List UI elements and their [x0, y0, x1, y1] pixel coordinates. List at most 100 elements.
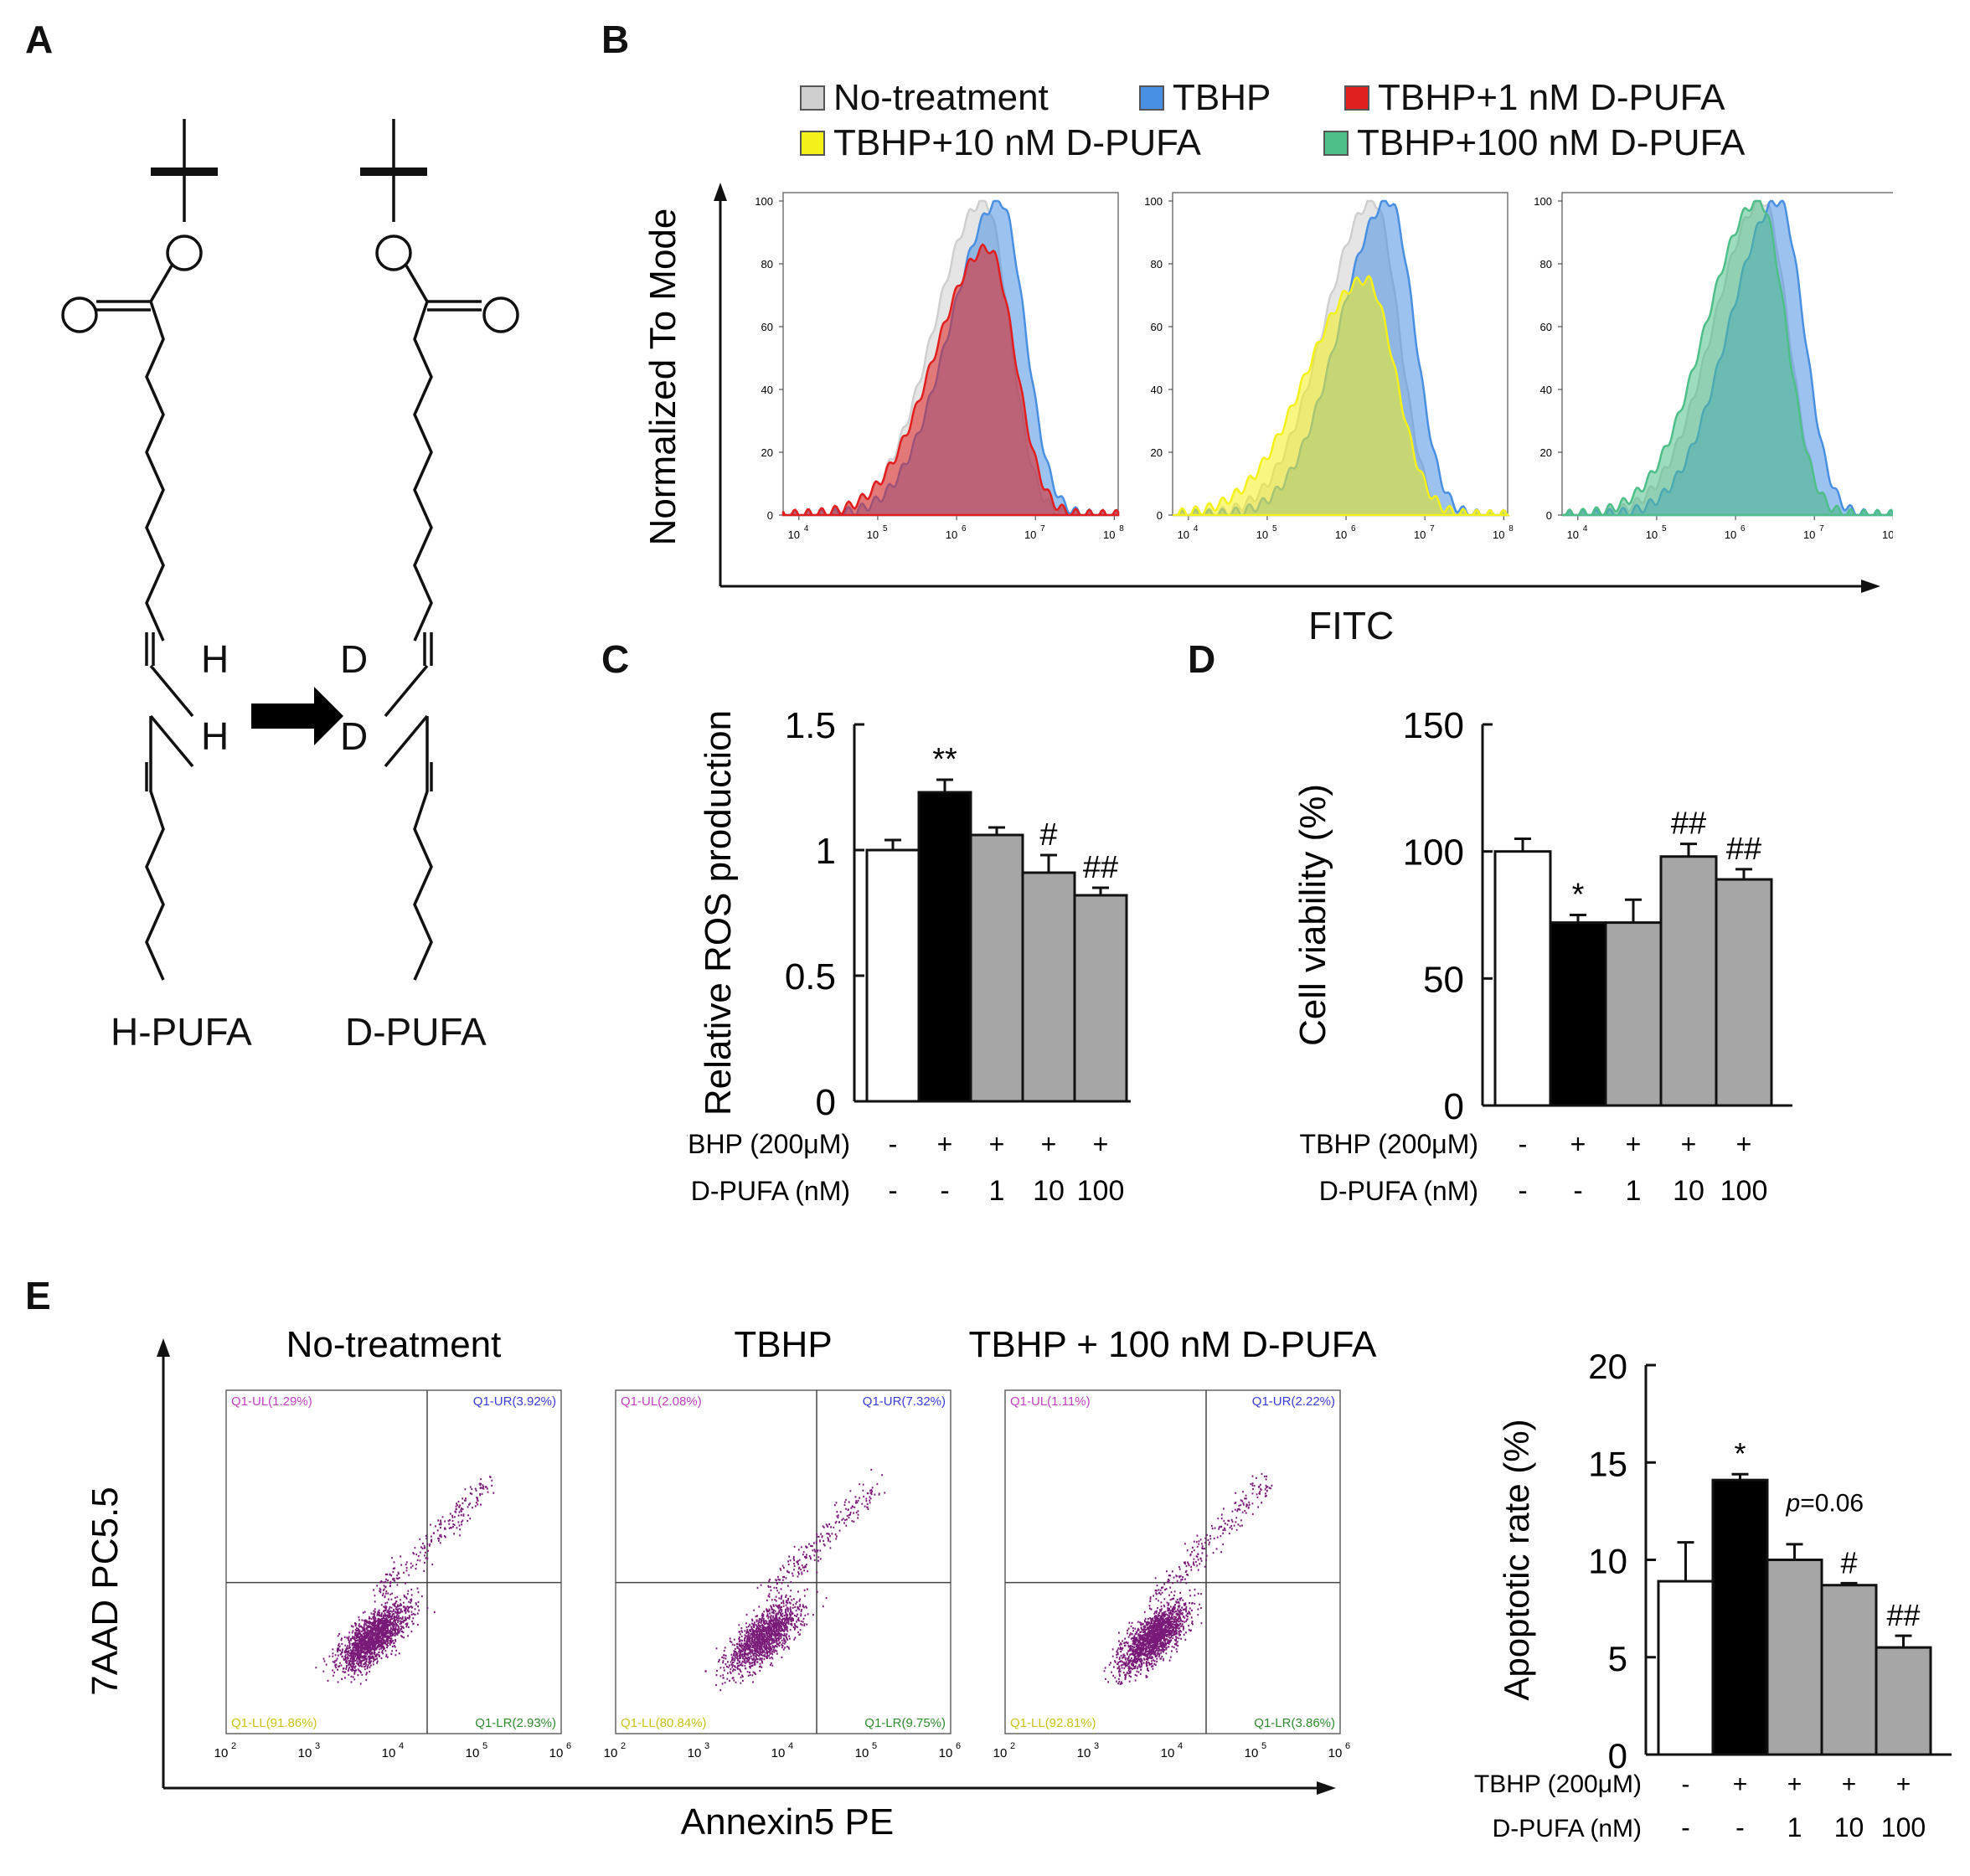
panel-e-scatter-plots: 7AAD PC5.5 Annexin5 PE No-treatment Q1-UL(1… [85, 1324, 1377, 1842]
significance-label: # [1840, 1545, 1857, 1580]
y-tick-label: 40 [1151, 384, 1163, 396]
x-tick-label: 10 [1882, 528, 1893, 541]
x-tick-label: 10 [946, 528, 957, 541]
bar [1493, 850, 1552, 1107]
x-axis-arrowhead [1861, 580, 1880, 593]
y-tick-label: 20 [1540, 446, 1552, 459]
x-tick-exponent: 6 [956, 1741, 961, 1751]
scatter-title: TBHP [734, 1324, 832, 1365]
panel-d-bar-chart: 0 50 100 150 Cell viability (%) - - * + - +1 ## +10 #… [1292, 705, 1792, 1207]
y-tick-label: 80 [761, 258, 773, 271]
legend-item-no-treatment: No-treatment [800, 77, 1049, 119]
x-tick-exponent: 4 [399, 1741, 404, 1751]
x-tick-exponent: 2 [1010, 1741, 1015, 1751]
bar [1604, 921, 1663, 1107]
y-tick-label: 40 [761, 384, 773, 396]
treatment-row2-value: - [1735, 1812, 1745, 1842]
treatment-row1-value: + [1787, 1770, 1802, 1798]
y-tick-label: 100 [1534, 195, 1552, 208]
y-tick-label: 50 [1423, 959, 1464, 1000]
x-tick-label: 10 [1077, 1746, 1091, 1760]
significance-label: # [1039, 817, 1057, 853]
p-value-number: =0.06 [1800, 1489, 1864, 1517]
panel-letter-b: B [601, 18, 630, 61]
x-tick-exponent: 8 [1508, 524, 1514, 533]
treatment-row2-value: 100 [1077, 1175, 1125, 1207]
y-tick-label: 0 [767, 509, 773, 522]
x-tick-exponent: 7 [1040, 524, 1045, 533]
x-tick-exponent: 5 [872, 1741, 877, 1751]
treatment-row2-label: D-PUFA (nM) [1319, 1176, 1478, 1206]
x-tick-label: 10 [549, 1746, 564, 1760]
legend-label: TBHP [1173, 77, 1271, 118]
quadrant-ur-label: Q1-UR(3.92%) [473, 1394, 556, 1409]
y-tick-label: 0 [1157, 509, 1163, 522]
x-tick-exponent: 5 [883, 524, 888, 533]
x-tick-label: 10 [214, 1746, 229, 1760]
x-tick-exponent: 2 [621, 1741, 626, 1751]
scatter-xlabel: Annexin5 PE [681, 1801, 894, 1842]
x-tick-exponent: 2 [231, 1741, 236, 1751]
treatment-row2-value: - [940, 1175, 949, 1207]
x-tick-exponent: 5 [1261, 1741, 1266, 1751]
h-pufa-structure [61, 119, 218, 981]
treatment-row1-value: + [1896, 1770, 1911, 1798]
p-value-italic: p [1786, 1489, 1801, 1517]
quadrant-lr-label: Q1-LR(9.75%) [864, 1716, 946, 1730]
treatment-row2-label: D-PUFA (nM) [1493, 1815, 1642, 1842]
treatment-row1-value: - [1519, 1129, 1528, 1159]
y-tick-label: 60 [1151, 321, 1163, 333]
significance-label: ## [1726, 832, 1761, 867]
treatment-row2-value: - [1518, 1175, 1527, 1207]
x-tick-exponent: 6 [962, 524, 967, 533]
legend-item-1nm: TBHP+1 nM D-PUFA [1344, 77, 1725, 119]
d-pufa-structure [360, 119, 519, 981]
label-h-bottom: H [201, 714, 229, 758]
x-tick-label: 10 [867, 528, 879, 541]
y-tick-label: 80 [1540, 258, 1552, 271]
x-tick-exponent: 5 [1662, 524, 1667, 533]
scatter-ylabel: 7AAD PC5.5 [85, 1487, 126, 1695]
y-tick-label: 20 [761, 446, 773, 459]
treatment-row2-value: 1 [1626, 1175, 1642, 1207]
scatter-frame [1004, 1389, 1341, 1734]
scatter-title: No-treatment [286, 1324, 502, 1365]
x-tick-label: 10 [1256, 528, 1268, 541]
treatment-row2-label: D-PUFA (nM) [691, 1176, 850, 1206]
bar [1711, 1478, 1769, 1756]
quadrant-ul-label: Q1-UL(1.29%) [231, 1394, 312, 1409]
treatment-row1-value: + [1681, 1129, 1697, 1159]
x-tick-label: 10 [298, 1746, 312, 1760]
significance-label: * [1734, 1436, 1746, 1471]
bar [1657, 1580, 1715, 1756]
x-tick-label: 10 [1803, 528, 1815, 541]
x-tick-label: 10 [788, 528, 800, 541]
y-axis-arrowhead [714, 183, 727, 201]
scatter-points [315, 1476, 495, 1685]
histogram-series [1562, 199, 1893, 517]
treatment-row1-value: - [889, 1129, 898, 1159]
h-pufa-label: H-PUFA [111, 1010, 252, 1054]
bar [1875, 1646, 1932, 1756]
treatment-row1-value: + [1570, 1129, 1586, 1159]
x-tick-label: 10 [1103, 528, 1115, 541]
scatter-points [704, 1468, 886, 1692]
x-tick-label: 10 [1567, 528, 1579, 541]
panel-b-xlabel: FITC [1308, 604, 1395, 647]
swatch-tbhp [1139, 85, 1164, 111]
x-tick-label: 10 [993, 1746, 1008, 1760]
y-tick-label: 20 [1151, 446, 1163, 459]
x-tick-exponent: 3 [704, 1741, 709, 1751]
significance-label: ## [1083, 850, 1118, 885]
legend-label: TBHP+1 nM D-PUFA [1378, 77, 1725, 118]
treatment-row2-value: 10 [1033, 1175, 1065, 1207]
bar [1820, 1584, 1878, 1756]
legend-item-100nm: TBHP+100 nM D-PUFA [1323, 122, 1745, 164]
x-tick-label: 10 [382, 1746, 396, 1760]
y-axis-arrowhead [157, 1338, 170, 1357]
x-tick-exponent: 8 [1119, 524, 1124, 533]
bar [1549, 921, 1607, 1107]
treatment-row1-value: + [1733, 1770, 1748, 1798]
y-tick-label: 0 [816, 1082, 836, 1123]
